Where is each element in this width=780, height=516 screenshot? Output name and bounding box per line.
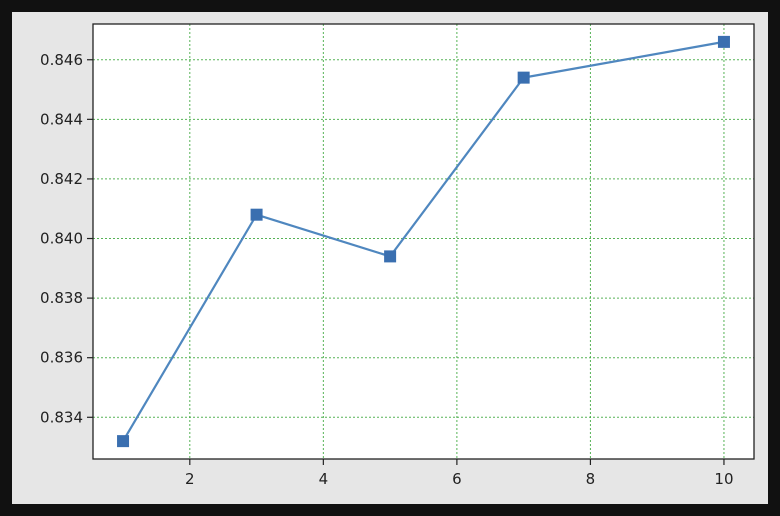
plot-area bbox=[93, 24, 754, 459]
line-chart: 2 4 6 8 10 0.834 0.836 0.838 0.840 0.842 0.844 0.84… bbox=[40, 23, 755, 488]
axes-frame bbox=[92, 23, 755, 460]
x-tick-label: 4 bbox=[319, 470, 329, 488]
y-tick-label: 0.838 bbox=[40, 289, 83, 307]
y-tick-label: 0.846 bbox=[40, 51, 83, 69]
data-point-marker bbox=[517, 71, 530, 84]
data-point-marker bbox=[117, 435, 130, 448]
x-tick-label: 2 bbox=[185, 470, 195, 488]
x-tick-label: 8 bbox=[586, 470, 596, 488]
x-tick-label: 6 bbox=[452, 470, 462, 488]
y-tick-label: 0.842 bbox=[40, 170, 83, 188]
data-point-marker bbox=[384, 250, 397, 263]
y-tick-label: 0.840 bbox=[40, 230, 83, 248]
figure: 2 4 6 8 10 0.834 0.836 0.838 0.840 0.842 0.844 0.84… bbox=[12, 12, 768, 504]
data-point-marker bbox=[717, 35, 730, 48]
y-tick-label: 0.844 bbox=[40, 110, 83, 128]
x-tick-label: 10 bbox=[714, 470, 733, 488]
y-tick-label: 0.836 bbox=[40, 349, 83, 367]
y-tick-label: 0.834 bbox=[40, 408, 83, 426]
data-point-marker bbox=[250, 208, 263, 221]
